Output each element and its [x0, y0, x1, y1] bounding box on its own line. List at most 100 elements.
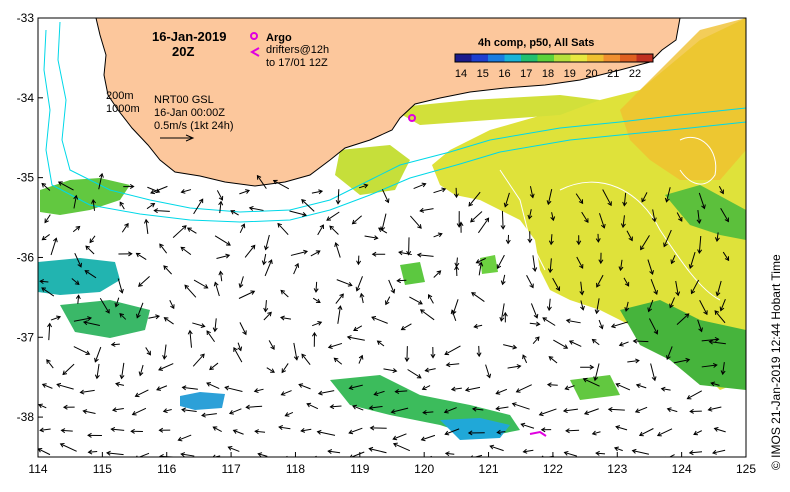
current-vector: [627, 358, 640, 364]
current-vector: [216, 253, 231, 260]
sst-patch-shelf-north: [390, 95, 600, 125]
scale-arrow: [160, 134, 195, 142]
current-vector: [311, 189, 324, 195]
current-vector: [94, 363, 100, 380]
current-vector: [615, 425, 628, 431]
current-vector: [87, 449, 98, 455]
current-vector: [568, 340, 582, 347]
drifter-legend-line1: drifters@12h: [266, 44, 329, 56]
current-vector: [239, 322, 247, 336]
current-vector: [214, 235, 231, 246]
current-vector: [421, 385, 431, 391]
current-vector: [547, 258, 553, 274]
current-vector: [98, 172, 104, 190]
current-vector: [311, 331, 317, 347]
current-vector: [134, 389, 149, 398]
current-vector: [239, 223, 246, 234]
current-vector: [532, 255, 538, 273]
colorbar-swatch: [620, 54, 637, 62]
current-vector: [634, 406, 648, 413]
current-vector: [136, 302, 144, 319]
current-vector: [450, 386, 462, 392]
current-vector: [673, 357, 691, 364]
current-vector: [162, 344, 168, 360]
current-vector: [257, 452, 268, 457]
current-vector: [419, 207, 434, 213]
current-vector: [277, 222, 289, 236]
current-vector: [209, 362, 219, 371]
current-vector: [346, 335, 365, 341]
current-vector: [591, 430, 601, 436]
current-vector: [193, 198, 204, 215]
sst-patch-s-blue: [180, 392, 225, 410]
current-vector: [615, 382, 631, 391]
current-vector: [542, 317, 556, 326]
current-vector: [562, 408, 578, 414]
x-tick-label: 119: [350, 462, 369, 476]
current-vector: [698, 192, 706, 210]
current-vector: [532, 336, 540, 345]
current-vector: [404, 346, 410, 363]
current-vector: [676, 313, 690, 325]
current-vector: [598, 213, 606, 229]
current-vector: [676, 212, 683, 222]
current-vector: [82, 320, 100, 326]
current-vector: [289, 210, 307, 217]
imos-credit: © IMOS 21-Jan-2019 12:44 Hobart Time: [769, 254, 783, 470]
current-vector: [62, 404, 75, 410]
current-vector: [169, 300, 175, 310]
current-vector: [538, 408, 557, 417]
colorbar-tick-label: 18: [542, 68, 554, 80]
current-vector: [233, 347, 243, 363]
drifter-track[interactable]: [529, 430, 547, 437]
current-vector: [530, 303, 539, 319]
current-vector: [635, 383, 647, 389]
current-vector: [371, 316, 388, 324]
current-vector: [123, 184, 135, 190]
current-vector: [503, 192, 510, 208]
current-vector: [714, 232, 720, 242]
current-vector: [112, 407, 124, 413]
current-vector: [172, 225, 187, 238]
current-vector: [50, 315, 62, 321]
x-tick-label: 124: [672, 462, 692, 476]
current-vector: [206, 330, 215, 343]
current-vector: [500, 274, 506, 286]
current-vector: [666, 346, 673, 361]
current-vector: [353, 325, 363, 332]
argo-float-marker[interactable]: [408, 114, 416, 122]
colorbar-tick-label: 16: [498, 68, 510, 80]
current-vector: [693, 430, 702, 436]
x-tick-label: 116: [157, 462, 176, 476]
current-vector: [41, 287, 55, 297]
sst-patch-east-orange: [620, 18, 746, 180]
current-vector: [400, 323, 412, 331]
current-vector: [212, 318, 218, 333]
current-vector: [118, 251, 133, 257]
current-vector: [548, 234, 554, 246]
current-vector: [94, 346, 102, 363]
sst-patch-central: [335, 145, 410, 195]
current-vector: [329, 225, 339, 235]
current-vector: [244, 244, 256, 258]
current-vector: [576, 235, 582, 246]
current-vector: [686, 390, 702, 400]
current-vector: [280, 390, 292, 396]
current-vectors: [38, 172, 730, 457]
current-vector: [75, 294, 81, 304]
current-vector: [180, 246, 192, 256]
current-vector: [648, 318, 659, 335]
current-vector: [476, 345, 482, 358]
current-vector: [238, 290, 256, 299]
current-vector: [232, 429, 244, 435]
current-vector: [591, 338, 600, 346]
current-vector: [620, 215, 626, 229]
current-vector: [333, 357, 343, 365]
current-vector: [85, 245, 95, 255]
sst-patch-s-cyan: [440, 418, 510, 440]
current-vector: [580, 364, 595, 370]
current-vector: [529, 186, 535, 199]
current-vector: [348, 427, 363, 435]
isobath-200-label: 200m: [106, 90, 134, 102]
current-vector: [500, 210, 506, 230]
